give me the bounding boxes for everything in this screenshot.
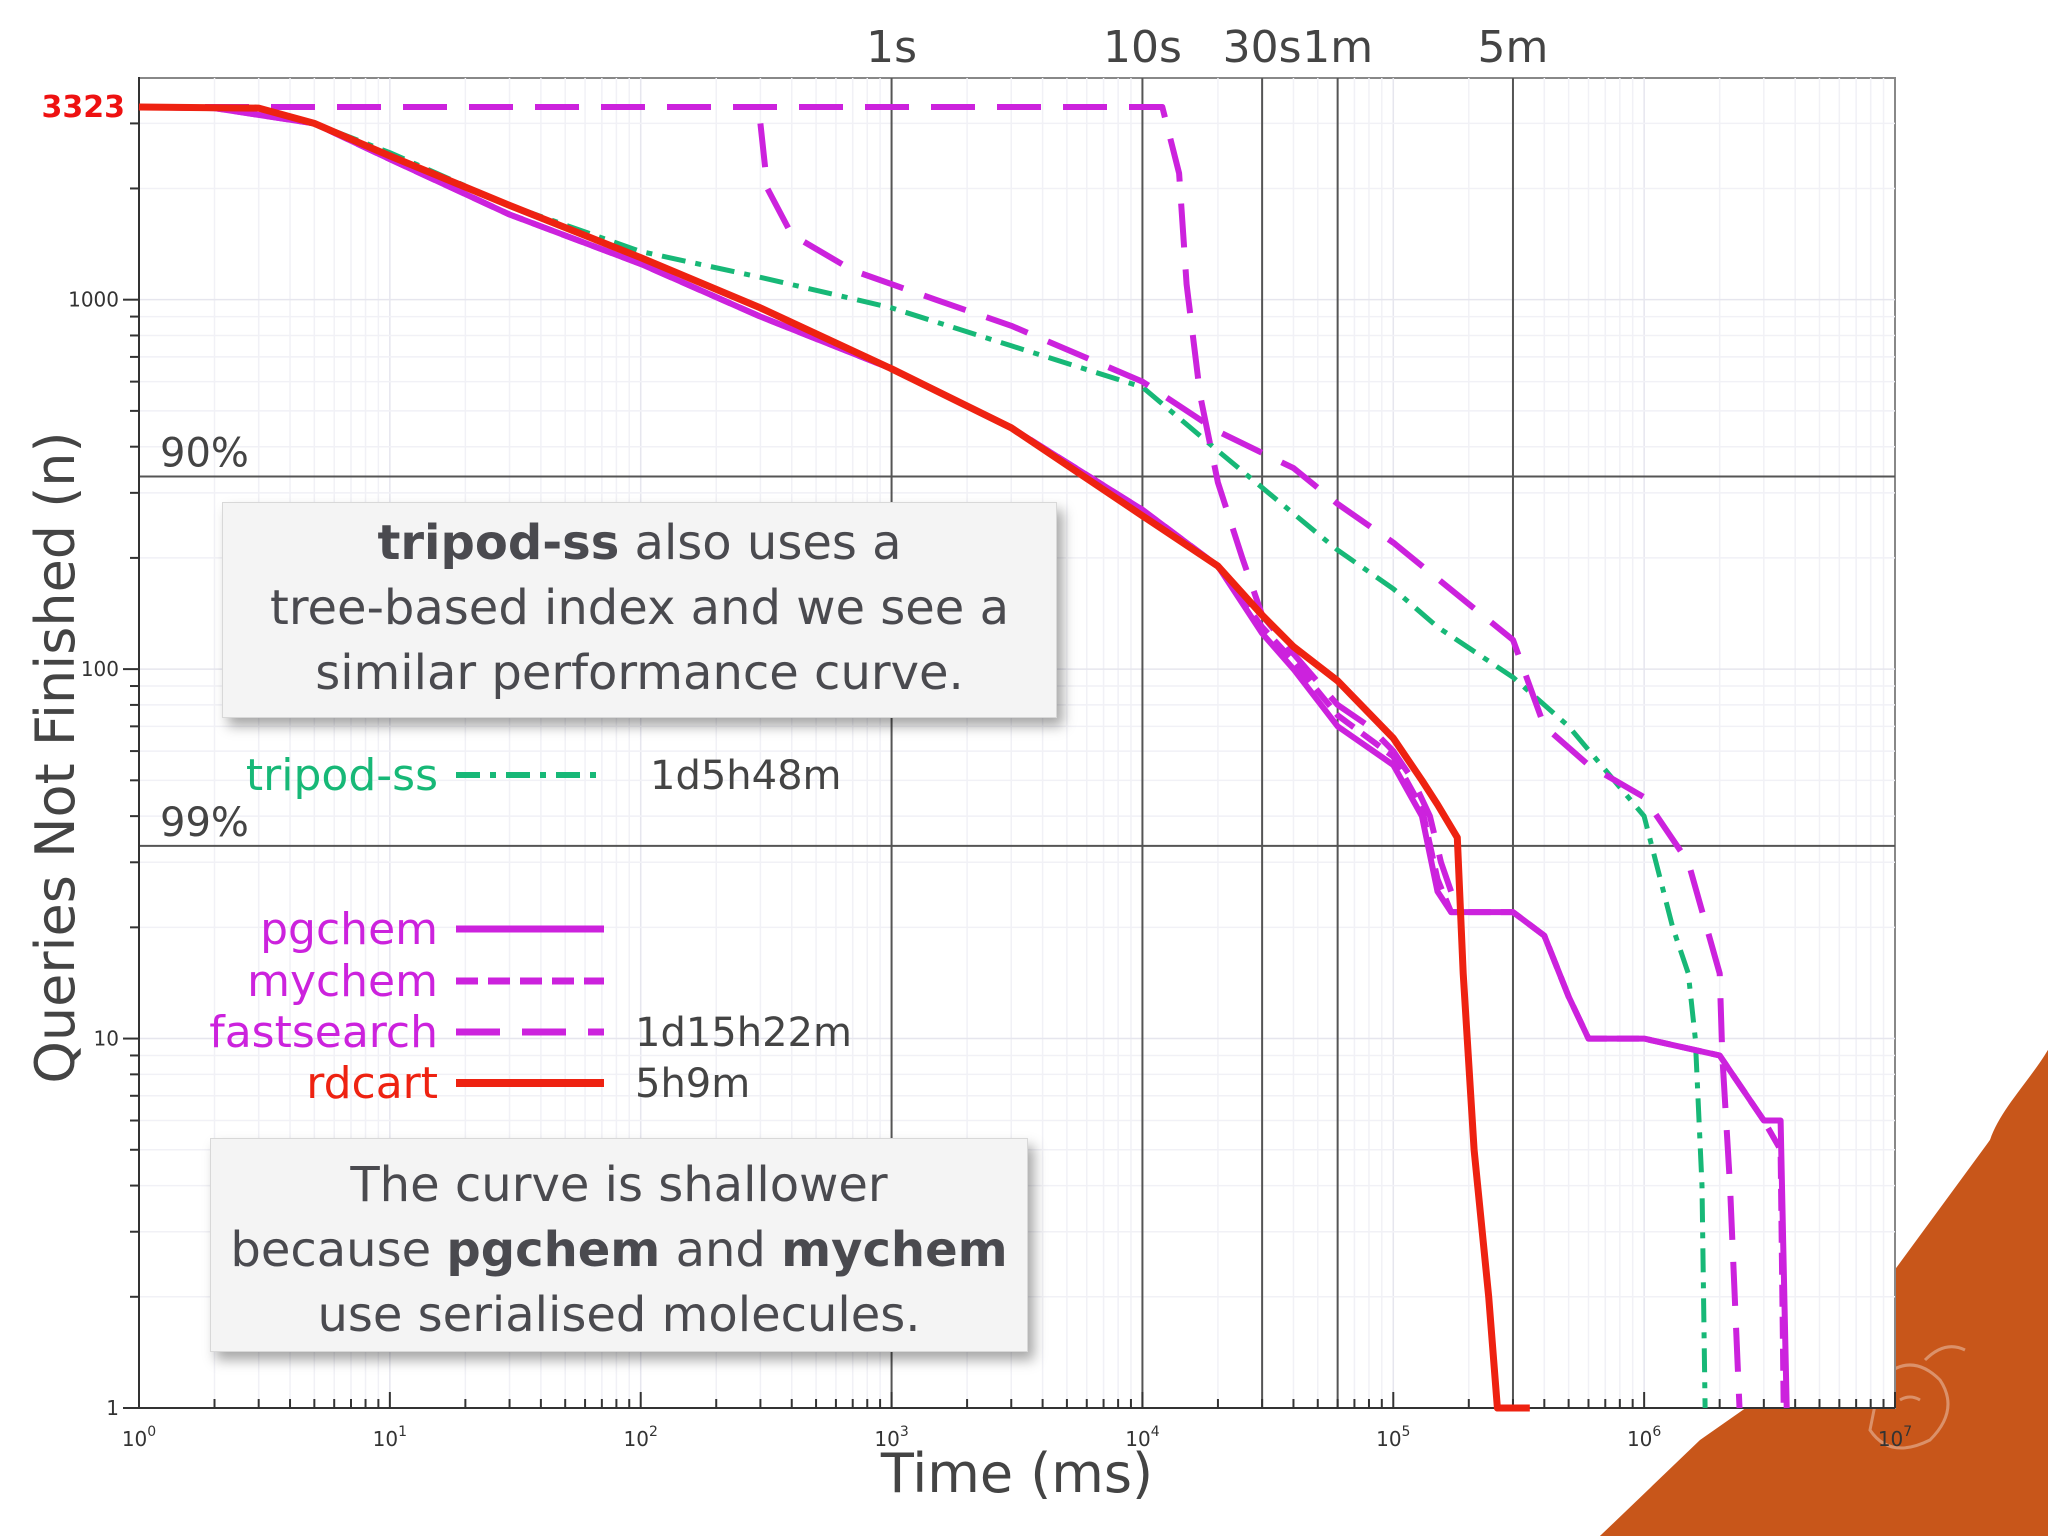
callout-text: because	[230, 1222, 447, 1278]
corner-decoration-shape	[1600, 1050, 2048, 1536]
legend-total-fastsearch: 1d15h22m	[635, 1010, 852, 1056]
callout-text: also uses a	[619, 515, 902, 571]
legend-total-tripod-ss: 1d5h48m	[650, 753, 842, 799]
x-tick-label-base: 10	[1125, 1427, 1150, 1451]
mascot-icon	[1868, 1345, 1966, 1450]
x-tick-label-exp: 7	[1903, 1424, 1912, 1440]
x-tick-label: 101	[373, 1424, 407, 1451]
callout-bold-tripod: tripod-ss	[377, 515, 620, 571]
callout-text: and	[660, 1222, 782, 1278]
legend-label-pgchem: pgchem	[260, 904, 438, 955]
x-tick-label: 103	[874, 1424, 908, 1451]
percent-marker-label: 90%	[160, 430, 249, 476]
x-tick-label-base: 10	[122, 1427, 147, 1451]
series-line-fastsearch-tail	[757, 123, 1743, 1409]
y-tick-label: 1000	[68, 288, 119, 312]
annotation-box-serialised: The curve is shallower because pgchem an…	[210, 1138, 1028, 1352]
axis-labels: 100 101 102 103 104 105 106 10711010010003323Ti…	[24, 90, 1912, 1505]
annotation-box-tripod: tripod-ss also uses a tree-based index a…	[222, 502, 1057, 718]
x-tick-label-exp: 3	[900, 1424, 909, 1440]
x-tick-label: 104	[1125, 1424, 1159, 1451]
x-tick-label-exp: 6	[1652, 1424, 1661, 1440]
x-tick-label-base: 10	[1627, 1427, 1652, 1451]
x-tick-label-exp: 2	[649, 1424, 658, 1440]
x-tick-label-exp: 1	[398, 1424, 407, 1440]
x-tick-label: 100	[122, 1424, 156, 1451]
time-marker-label: 10s	[1103, 22, 1182, 73]
y-axis-title: Queries Not Finished (n)	[24, 431, 87, 1083]
x-tick-label-base: 10	[624, 1427, 649, 1451]
axis-ticks	[123, 77, 1896, 1409]
y-tick-label: 10	[94, 1027, 119, 1051]
percent-marker-lines: 90% 99%	[139, 430, 1895, 847]
time-marker-label: 30s	[1223, 22, 1302, 73]
legend-label-mychem: mychem	[247, 956, 438, 1007]
y-max-label: 3323	[42, 90, 126, 125]
x-tick-label-base: 10	[1376, 1427, 1401, 1451]
y-tick-label: 100	[81, 657, 119, 681]
series-line-fastsearch	[139, 104, 1454, 893]
legend-total-rdcart: 5h9m	[635, 1061, 750, 1107]
callout-text: The curve is shallower	[350, 1157, 888, 1213]
callout-bold-pgchem: pgchem	[446, 1222, 661, 1278]
time-marker-label: 1m	[1302, 22, 1373, 73]
y-tick-label: 1	[106, 1396, 119, 1420]
legend-label-tripod-ss: tripod-ss	[246, 750, 438, 801]
x-tick-label-exp: 0	[147, 1424, 156, 1440]
callout-text: tree-based index and we see a	[270, 580, 1009, 636]
series-line-mychem	[138, 104, 1787, 1409]
callout-text: similar performance curve.	[315, 645, 964, 701]
x-tick-label: 105	[1376, 1424, 1410, 1451]
legend-label-rdcart: rdcart	[306, 1058, 438, 1109]
x-tick-label: 102	[624, 1424, 658, 1451]
x-tick-label-base: 10	[1878, 1427, 1903, 1451]
x-tick-label-exp: 5	[1402, 1424, 1411, 1440]
series-line-rdcart	[138, 103, 1530, 1412]
x-tick-label-exp: 4	[1151, 1424, 1160, 1440]
percent-marker-label: 99%	[160, 800, 249, 846]
callout-bold-mychem: mychem	[781, 1222, 1008, 1278]
x-tick-label: 106	[1627, 1424, 1661, 1451]
legend-label-fastsearch: fastsearch	[209, 1007, 438, 1058]
callout-text: use serialised molecules.	[317, 1287, 921, 1343]
series-line-tripod-ss	[138, 104, 1708, 1409]
x-tick-label-base: 10	[874, 1427, 899, 1451]
time-marker-lines: 1s 10s 30s 1m 5m	[866, 22, 1548, 1408]
time-marker-label: 1s	[866, 22, 917, 73]
x-tick-label-base: 10	[373, 1427, 398, 1451]
x-tick-label: 107	[1878, 1424, 1912, 1451]
x-axis-title: Time (ms)	[880, 1442, 1153, 1505]
series-layer	[138, 103, 1790, 1412]
time-marker-label: 5m	[1478, 22, 1549, 73]
